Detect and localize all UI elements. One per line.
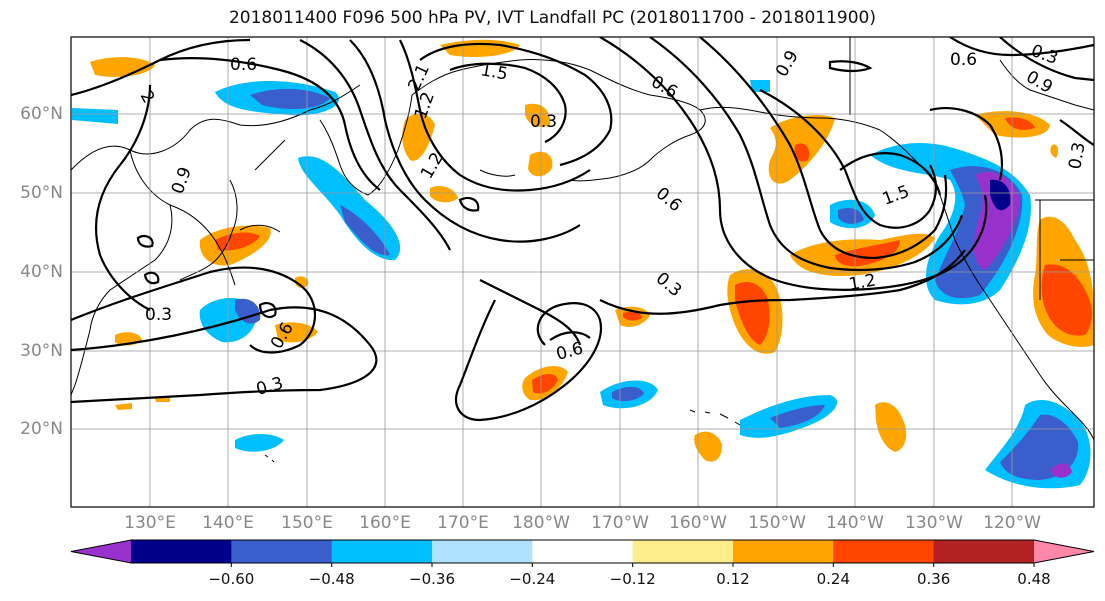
contour-label: 1.5 [479, 60, 509, 84]
lon-label-170e: 170°E [437, 513, 489, 533]
map-frame [70, 36, 1095, 508]
contour-label: 1.2 [847, 271, 877, 295]
lat-label-30n: 30°N [20, 341, 63, 361]
lon-label-170w: 170°W [591, 513, 649, 533]
lat-label-50n: 50°N [20, 183, 63, 203]
lat-label-40n: 40°N [20, 262, 63, 282]
pv-contours [71, 37, 1094, 422]
lon-label-160w: 160°W [669, 513, 727, 533]
graticule [71, 37, 1094, 507]
lat-label-60n: 60°N [20, 104, 63, 124]
lat-label-20n: 20°N [20, 419, 63, 439]
contour-label: 0.3 [145, 305, 172, 325]
lon-label-180w: 180°W [512, 513, 570, 533]
colorbar-tick-label: 0.48 [1017, 570, 1051, 588]
map-title: 2018011400 F096 500 hPa PV, IVT Landfall… [228, 8, 876, 28]
contour-label: 0.6 [230, 55, 257, 75]
lon-label-140w: 140°W [826, 513, 884, 533]
lon-label-130e: 130°E [124, 513, 176, 533]
lon-label-140e: 140°E [202, 513, 254, 533]
colorbar-tick-label: 0.24 [816, 570, 851, 588]
lon-label-150w: 150°W [748, 513, 806, 533]
colorbar-tick-label: −0.24 [509, 570, 556, 588]
colorbar-tick-label: 0.36 [916, 570, 951, 588]
lon-label-150e: 150°E [281, 513, 333, 533]
colorbar-tick-label: 0.12 [716, 570, 750, 588]
contour-label: 0.3 [530, 112, 557, 132]
lon-label-130w: 130°W [905, 513, 963, 533]
contour-label: 0.6 [950, 50, 977, 70]
map-panel: 0.6 2 0.9 0.3 0.3 0.6 0.3 0.6 0.6 0.3 1.… [70, 36, 1095, 508]
colorbar-tick-label: −0.60 [208, 570, 255, 588]
contour-label: 0.3 [1065, 141, 1089, 171]
lon-label-160e: 160°E [359, 513, 411, 533]
colorbar-tick-label: −0.48 [308, 570, 355, 588]
colorbar-tick-label: −0.12 [609, 570, 656, 588]
colorbar-tick-label: −0.36 [409, 570, 455, 588]
lon-label-120w: 120°W [983, 513, 1041, 533]
